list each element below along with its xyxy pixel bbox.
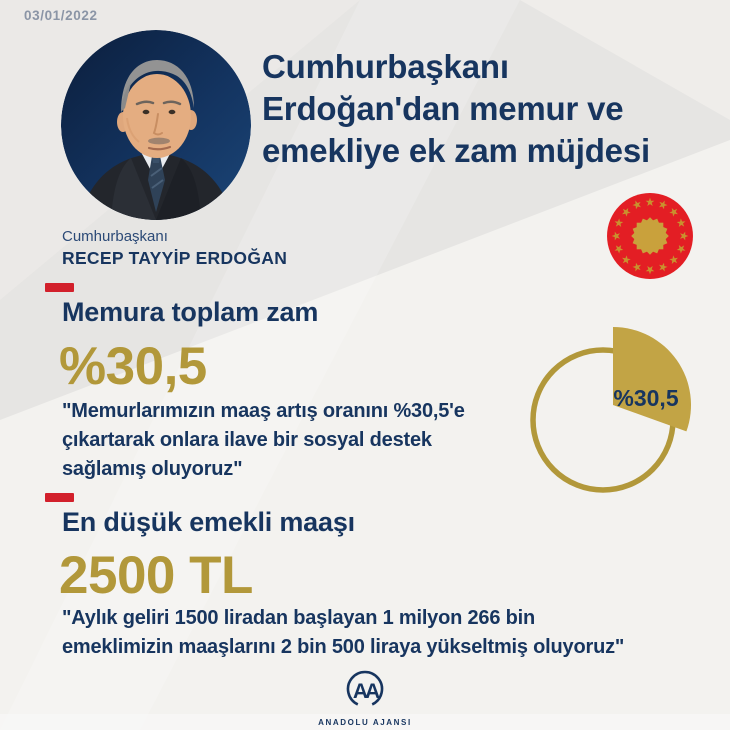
portrait-photo [61,30,251,220]
anadolu-ajansi-logo-icon: AA [346,670,384,706]
agency-name: ANADOLU AJANSI [318,718,412,727]
pie-slice-label: %30,5 [613,385,678,411]
date-label: 03/01/2022 [24,8,98,23]
caption-role: Cumhurbaşkanı [62,228,168,245]
portrait-illustration [61,30,251,220]
caption-name: RECEP TAYYİP ERDOĞAN [62,248,288,268]
agency-footer: AA ANADOLU AJANSI [0,668,730,727]
quote-emekli: "Aylık geliri 1500 liradan başlayan 1 mi… [62,607,625,658]
red-dash-accent [45,493,74,502]
pie-slice-30-5 [613,327,692,432]
svg-text:AA: AA [353,680,380,703]
stat-value-zam-orani: %30,5 [59,337,207,396]
red-dash-accent [45,283,74,292]
section-heading-memur: Memura toplam zam [62,297,319,327]
photo-caption: Cumhurbaşkanı RECEP TAYYİP ERDOĞAN [62,228,287,269]
presidential-seal-icon [607,193,693,279]
section-heading-emekli: En düşük emekli maaşı [62,507,355,537]
pie-chart: %30,5 [530,327,692,493]
stat-value-emekli-maas: 2500 TL [59,546,253,605]
headline: Cumhurbaşkanı Erdoğan'dan memur ve emekl… [262,48,650,169]
quote-memur: "Memurlarımızın maaş artış oranını %30,5… [62,400,465,480]
